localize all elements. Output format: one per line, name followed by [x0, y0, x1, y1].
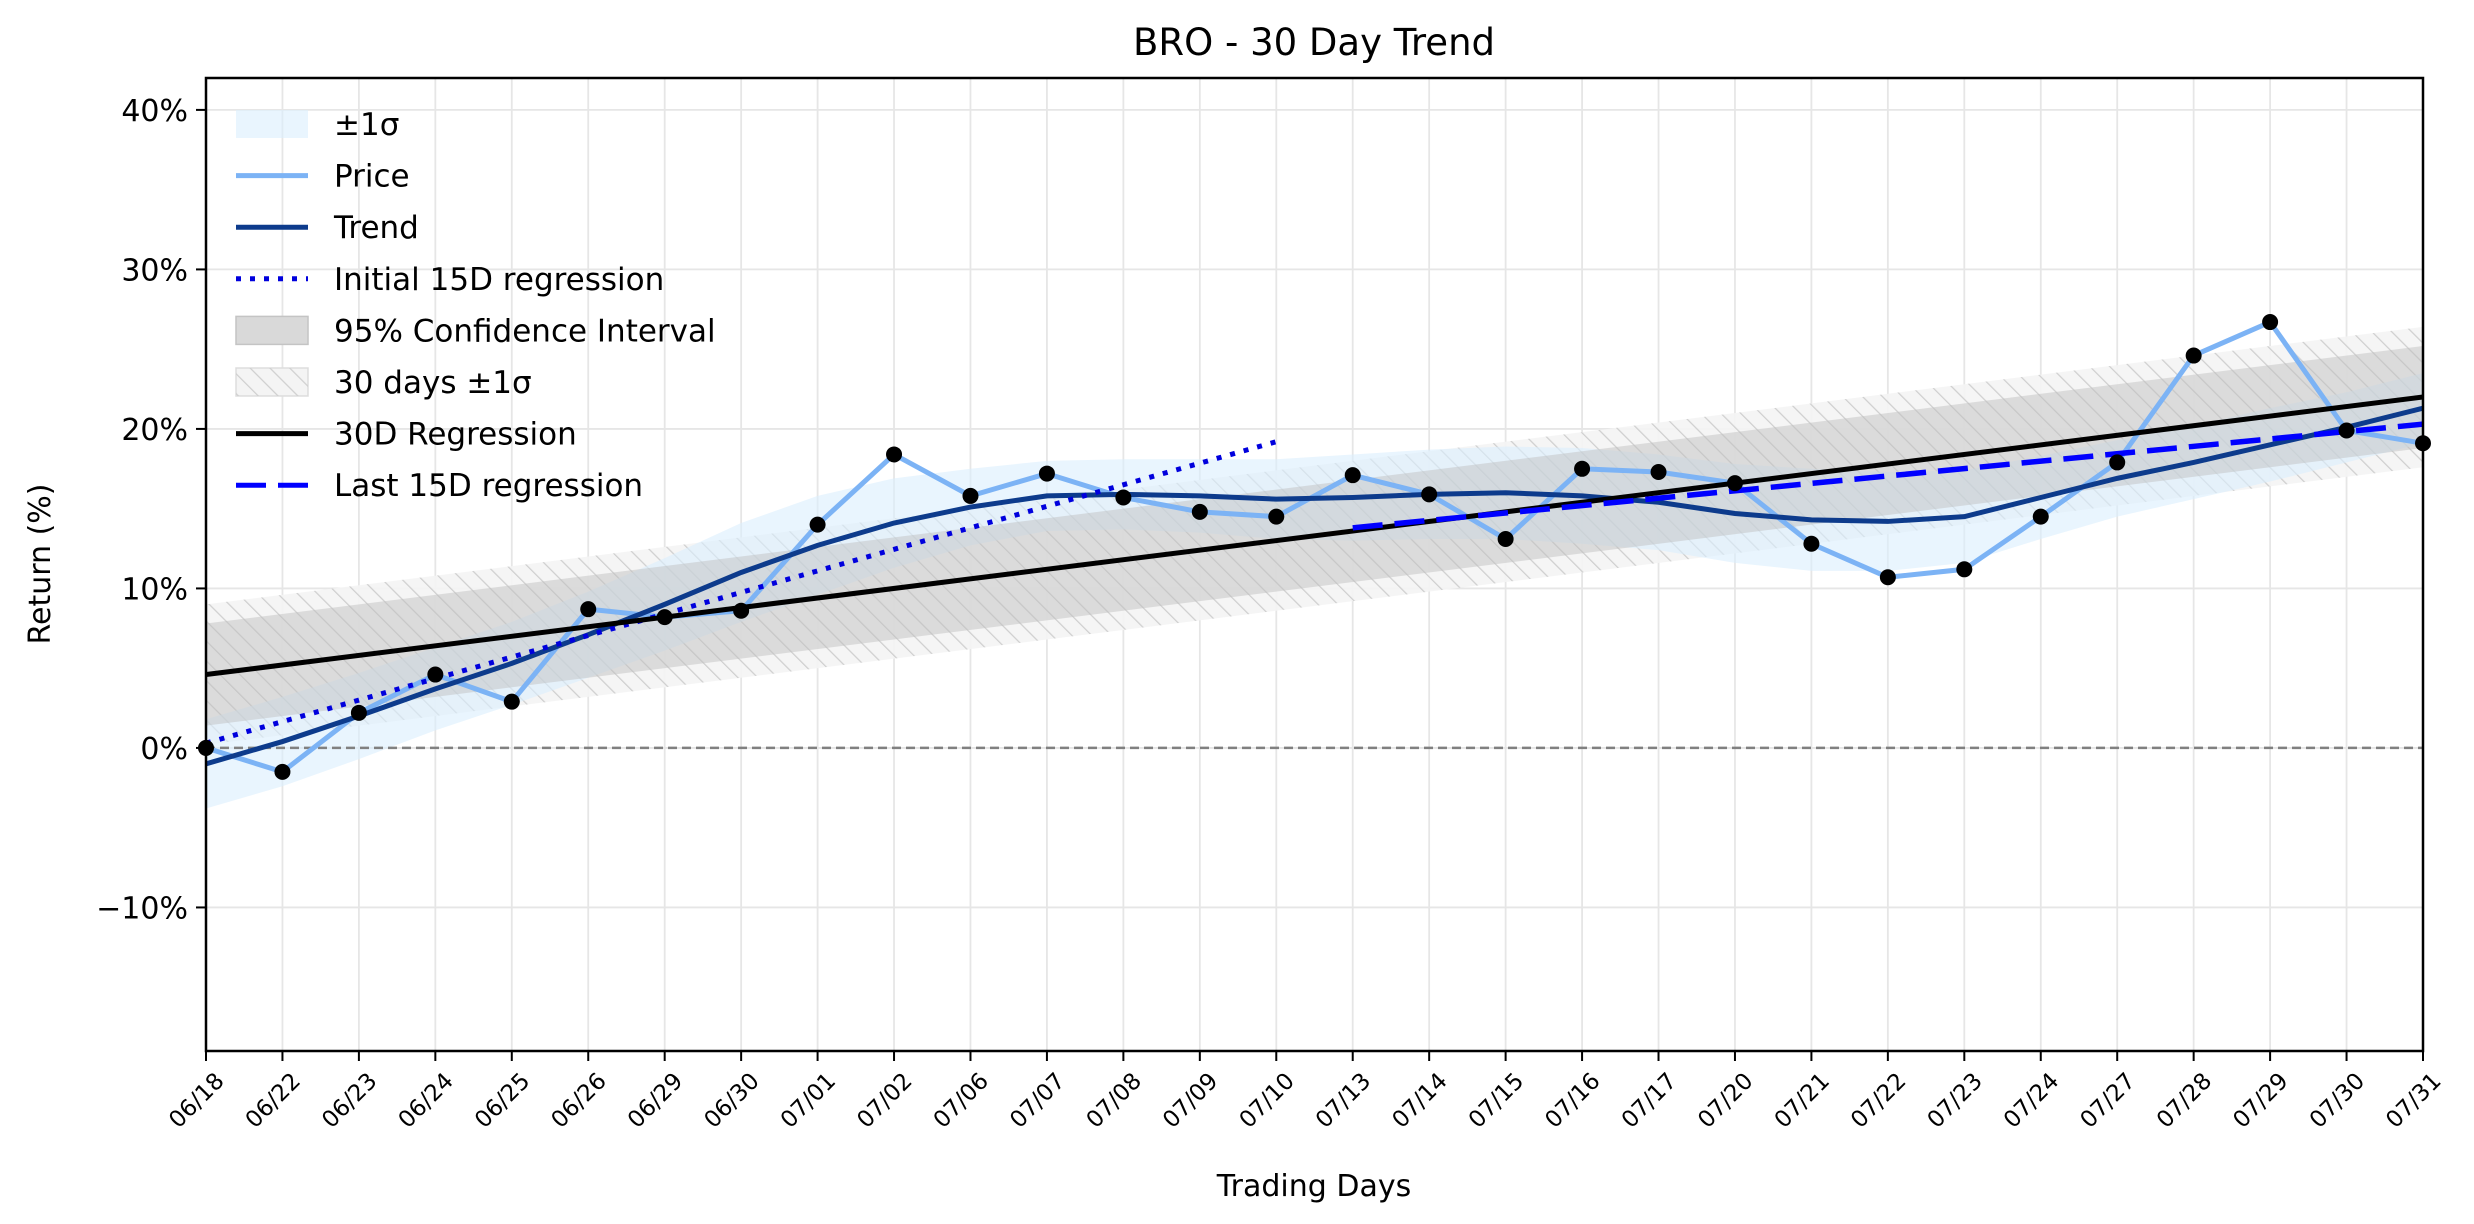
- legend-entry-7: Last 15D regression: [236, 468, 643, 504]
- xtick-label-11: 07/07: [1005, 1068, 1070, 1133]
- x-axis: 06/18 06/22 06/23 06/24 06/25 06/26 06/29 06/30…: [164, 1051, 2447, 1133]
- ytick-label-3: 20%: [121, 413, 188, 448]
- xtick-label-24: 07/24: [1999, 1068, 2064, 1133]
- price-point-19: [1650, 463, 1667, 480]
- xtick-label-27: 07/29: [2228, 1068, 2293, 1133]
- legend: ±1σ Price Trend Initial 15D regression 95% C…: [235, 107, 716, 504]
- xtick-label-0: 06/18: [164, 1068, 229, 1133]
- legend-swatch: [236, 110, 308, 138]
- series-initial-15d-regression: [206, 439, 1277, 746]
- ytick-label-0: −10%: [96, 891, 188, 926]
- legend-entry-0: ±1σ: [236, 107, 399, 143]
- price-point-24: [2032, 508, 2049, 525]
- legend-label: ±1σ: [334, 107, 399, 143]
- chart-title: BRO - 30 Day Trend: [1133, 21, 1495, 64]
- price-point-6: [656, 609, 673, 626]
- xtick-label-12: 07/08: [1082, 1068, 1147, 1133]
- price-point-12: [1115, 489, 1132, 506]
- legend-label: 30 days ±1σ: [334, 365, 532, 401]
- legend-label: Initial 15D regression: [334, 262, 664, 298]
- ytick-label-2: 10%: [121, 572, 188, 607]
- price-point-13: [1191, 503, 1208, 520]
- xtick-label-6: 06/29: [623, 1068, 688, 1133]
- price-point-28: [2338, 422, 2355, 439]
- price-point-7: [733, 602, 750, 619]
- xtick-label-3: 06/24: [394, 1068, 459, 1133]
- xtick-label-7: 06/30: [699, 1068, 764, 1133]
- price-point-17: [1497, 530, 1514, 547]
- legend-entry-2: Trend: [236, 210, 419, 246]
- price-point-26: [2185, 347, 2202, 364]
- lines: [206, 318, 2423, 775]
- price-point-25: [2109, 454, 2126, 471]
- xtick-label-15: 07/13: [1311, 1068, 1376, 1133]
- legend-swatch: [235, 315, 309, 346]
- xtick-label-28: 07/30: [2305, 1068, 2370, 1133]
- legend-label: Price: [334, 159, 410, 195]
- xtick-label-26: 07/28: [2152, 1068, 2217, 1133]
- xtick-label-14: 07/10: [1235, 1068, 1300, 1133]
- xtick-label-17: 07/15: [1464, 1068, 1529, 1133]
- legend-entry-6: 30D Regression: [236, 417, 577, 453]
- price-point-5: [580, 601, 597, 618]
- price-point-3: [427, 666, 444, 683]
- xtick-label-5: 06/26: [547, 1068, 612, 1133]
- price-point-8: [809, 516, 826, 533]
- price-point-23: [1956, 561, 1973, 578]
- xtick-label-13: 07/09: [1158, 1068, 1223, 1133]
- xtick-label-21: 07/21: [1770, 1068, 1835, 1133]
- legend-entry-4: 95% Confidence Interval: [235, 313, 716, 349]
- series-last-15d-regression: [1352, 421, 2423, 531]
- xtick-label-25: 07/27: [2075, 1068, 2140, 1133]
- xtick-label-29: 07/31: [2381, 1068, 2446, 1133]
- xtick-label-23: 07/23: [1923, 1068, 1988, 1133]
- xtick-label-20: 07/20: [1693, 1068, 1758, 1133]
- legend-entry-1: Price: [236, 159, 410, 195]
- xtick-label-22: 07/22: [1846, 1068, 1911, 1133]
- price-point-1: [274, 763, 291, 780]
- xtick-label-1: 06/22: [241, 1068, 306, 1133]
- price-point-16: [1421, 486, 1438, 503]
- legend-label: Trend: [333, 210, 419, 246]
- price-point-4: [503, 693, 520, 710]
- price-point-11: [1038, 465, 1055, 482]
- xtick-label-9: 07/02: [852, 1068, 917, 1133]
- series-trend: [206, 405, 2423, 767]
- price-point-10: [962, 487, 979, 504]
- xtick-label-8: 07/01: [776, 1068, 841, 1133]
- xtick-label-10: 07/06: [929, 1068, 994, 1133]
- legend-label: 30D Regression: [334, 417, 577, 453]
- price-point-27: [2262, 314, 2279, 331]
- legend-swatch: [236, 368, 308, 396]
- ytick-label-4: 30%: [121, 253, 188, 288]
- band-sigma: [206, 373, 2423, 809]
- xtick-label-4: 06/25: [470, 1068, 535, 1133]
- legend-entry-5: 30 days ±1σ: [235, 365, 532, 401]
- price-points: [198, 314, 2431, 780]
- xtick-label-2: 06/23: [317, 1068, 382, 1133]
- ytick-label-5: 40%: [121, 94, 188, 129]
- plot-frame: [204, 76, 2425, 1053]
- series-30d-regression: [206, 394, 2423, 678]
- price-point-18: [1574, 460, 1591, 477]
- price-point-15: [1344, 467, 1361, 484]
- price-point-9: [886, 446, 903, 463]
- y-axis: −10% 0% 10% 20% 30% 40%: [96, 94, 206, 926]
- price-point-14: [1268, 508, 1285, 525]
- legend-label: 95% Confidence Interval: [334, 313, 716, 349]
- price-point-20: [1726, 475, 1743, 492]
- price-point-22: [1879, 569, 1896, 586]
- price-point-2: [350, 704, 367, 721]
- ytick-label-1: 0%: [140, 732, 188, 767]
- xtick-label-19: 07/17: [1617, 1068, 1682, 1133]
- price-point-21: [1803, 535, 1820, 552]
- xtick-label-16: 07/14: [1387, 1068, 1452, 1133]
- legend-entry-3: Initial 15D regression: [236, 262, 664, 298]
- bands: [206, 326, 2423, 809]
- legend-label: Last 15D regression: [334, 468, 643, 504]
- y-axis-label: Return (%): [23, 483, 58, 644]
- xtick-label-18: 07/16: [1540, 1068, 1605, 1133]
- x-axis-label: Trading Days: [1216, 1169, 1411, 1204]
